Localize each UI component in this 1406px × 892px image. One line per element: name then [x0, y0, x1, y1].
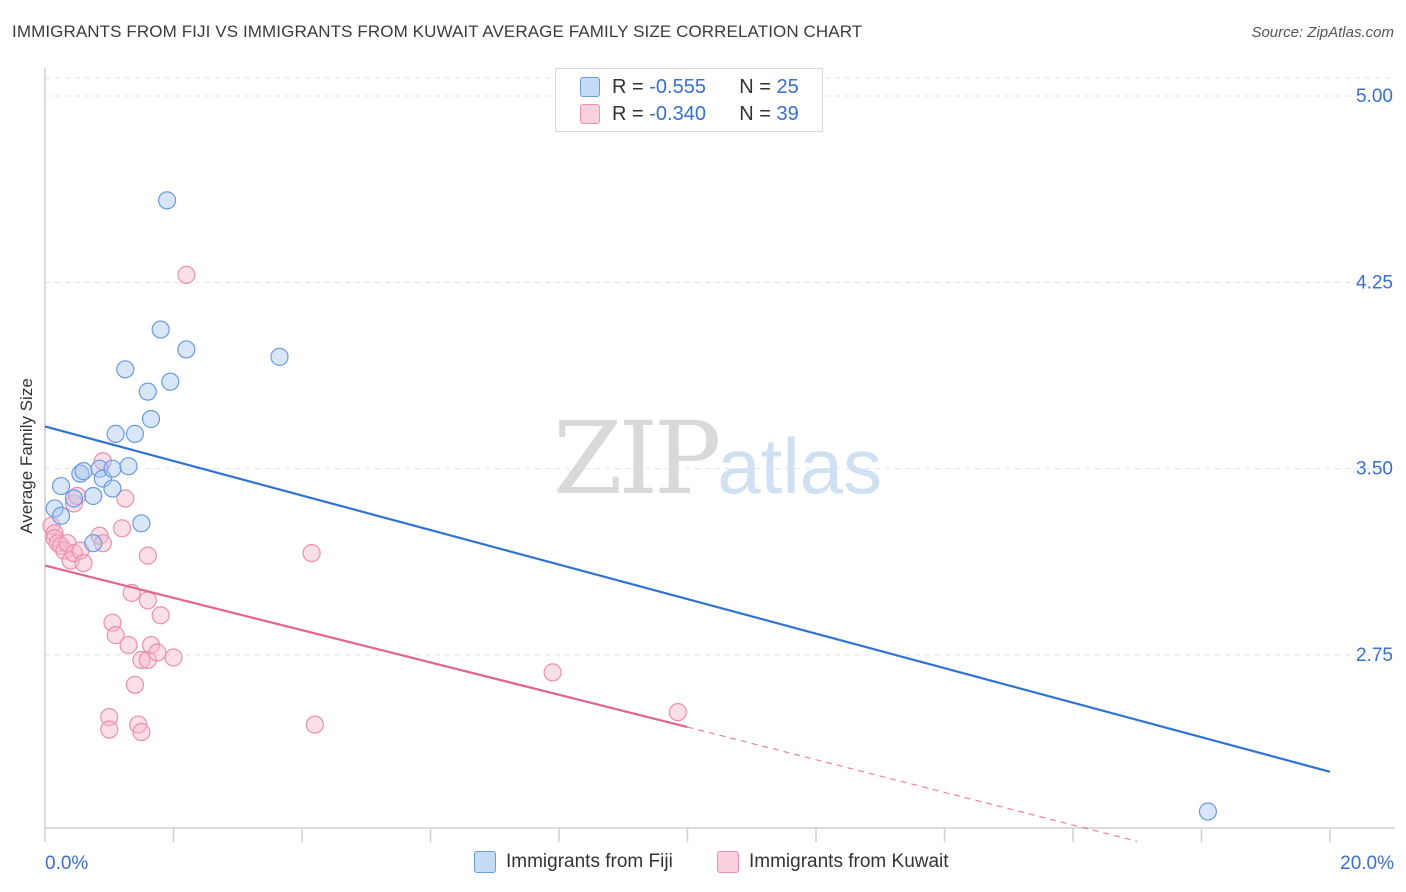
fiji-point-14: [119, 457, 138, 476]
kuwait-point-36: [302, 544, 321, 563]
fiji-point-3: [64, 489, 84, 508]
fiji-point-21: [161, 372, 180, 391]
fiji-point-5: [74, 462, 93, 481]
legend-item-fiji-swatch: [474, 851, 496, 873]
legend-fiji-n-label: N =: [739, 75, 771, 98]
legend-item-fiji: Immigrants from Fiji: [474, 851, 673, 873]
fiji-point-23: [270, 347, 289, 366]
series-legend: Immigrants from Fiji Immigrants from Kuw…: [0, 851, 1406, 879]
legend-swatch-kuwait: [580, 104, 600, 124]
legend-row-fiji: R = -0.555 N = 25: [580, 74, 799, 100]
kuwait-point-26: [132, 722, 151, 742]
legend-kuwait-n-value: 39: [776, 102, 799, 125]
kuwait-point-31: [141, 635, 161, 655]
y-tick-label-1: 3.50: [1356, 459, 1393, 480]
legend-kuwait-r-label: R =: [612, 102, 644, 125]
fiji-point-18: [141, 409, 161, 429]
kuwait-point-27: [132, 650, 151, 670]
kuwait-point-20: [112, 519, 132, 538]
y-axis-label: Average Family Size: [17, 378, 36, 534]
x-tick-label-1: 20.0%: [1340, 853, 1394, 874]
legend-kuwait-r-value: -0.340: [649, 102, 706, 125]
legend-row-kuwait: R = -0.340 N = 39: [580, 101, 799, 127]
fiji-point-2: [51, 476, 71, 496]
kuwait-point-22: [119, 635, 138, 655]
watermark-zip: ZIP: [553, 400, 721, 517]
legend-fiji-r-label: R =: [612, 75, 644, 98]
y-tick-label-0: 2.75: [1356, 645, 1393, 666]
source-label: Source: ZipAtlas.com: [1251, 24, 1394, 41]
fiji-point-11: [103, 479, 122, 498]
legend-swatch-fiji: [580, 77, 600, 97]
fiji-point-13: [116, 360, 135, 379]
kuwait-point-12: [74, 553, 93, 573]
kuwait-point-10: [68, 486, 87, 506]
fiji-point-17: [138, 382, 157, 401]
kuwait-point-14: [93, 534, 112, 553]
fiji-point-8: [90, 459, 109, 478]
kuwait-point-32: [148, 643, 167, 662]
fiji-point-16: [132, 514, 151, 533]
kuwait-point-17: [100, 720, 119, 739]
legend-item-kuwait-label: Immigrants from Kuwait: [749, 851, 949, 872]
x-tick-label-0: 0.0%: [45, 853, 88, 874]
kuwait-point-37: [305, 715, 324, 734]
kuwait-point-3: [48, 534, 67, 553]
fiji-point-22: [177, 340, 196, 359]
kuwait-point-16: [100, 708, 119, 727]
fiji-point-24: [1198, 802, 1218, 821]
fiji-point-9: [93, 469, 112, 488]
fiji-point-0: [45, 499, 64, 518]
kuwait-point-24: [125, 675, 145, 694]
fiji-trend-line: [44, 425, 1331, 773]
kuwait-point-29: [138, 650, 157, 670]
kuwait-point-39: [668, 703, 687, 722]
kuwait-point-28: [138, 591, 157, 610]
kuwait-trend-extension: [687, 726, 1138, 842]
watermark-atlas: atlas: [717, 422, 883, 510]
kuwait-point-30: [138, 546, 157, 565]
legend-item-fiji-label: Immigrants from Fiji: [506, 851, 673, 872]
fiji-point-19: [151, 320, 170, 339]
fiji-point-7: [84, 534, 103, 553]
fiji-point-4: [71, 464, 90, 483]
y-tick-label-3: 5.00: [1356, 86, 1393, 107]
fiji-point-20: [157, 191, 177, 210]
kuwait-trend-line: [44, 564, 688, 729]
kuwait-point-19: [106, 626, 125, 645]
fiji-point-1: [51, 506, 71, 525]
kuwait-point-38: [543, 663, 562, 682]
kuwait-point-34: [164, 648, 183, 667]
y-tick-label-2: 4.25: [1356, 272, 1393, 293]
legend-item-kuwait-swatch: [717, 851, 739, 873]
legend-kuwait-n-label: N =: [739, 102, 771, 125]
correlation-legend: R = -0.555 N = 25 R = -0.340 N = 39: [555, 68, 823, 132]
fiji-point-12: [106, 424, 125, 443]
kuwait-point-33: [151, 606, 170, 625]
legend-fiji-n-value: 25: [776, 75, 799, 98]
chart-title: IMMIGRANTS FROM FIJI VS IMMIGRANTS FROM …: [12, 22, 863, 41]
fiji-point-10: [103, 459, 122, 478]
kuwait-point-35: [177, 265, 196, 284]
kuwait-point-21: [116, 489, 135, 508]
legend-item-kuwait: Immigrants from Kuwait: [717, 851, 949, 873]
fiji-point-6: [84, 486, 103, 506]
watermark: ZIPatlas: [553, 400, 882, 517]
fiji-point-15: [125, 424, 145, 443]
legend-fiji-r-value: -0.555: [649, 75, 706, 98]
